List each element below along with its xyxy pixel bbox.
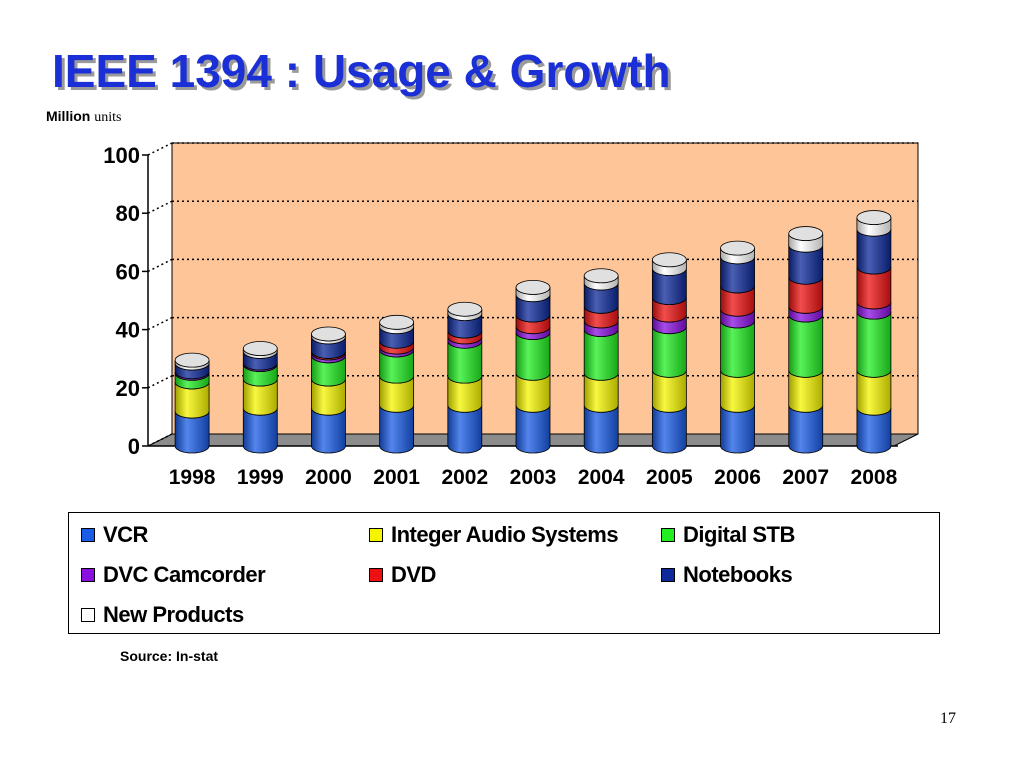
- bar-stack-2002: [447, 301, 483, 454]
- bar-stack-2005: [651, 252, 687, 454]
- x-tick-label: 2007: [782, 466, 829, 489]
- legend-label: New Products: [103, 602, 244, 627]
- bar-stack-2003: [515, 280, 551, 454]
- bar-stack-1998: [174, 352, 210, 454]
- y-unit-text: units: [94, 110, 122, 125]
- bar-stack-2007: [788, 226, 824, 454]
- legend-item-new-products: New Products: [81, 602, 244, 628]
- x-tick-label: 1998: [169, 466, 216, 489]
- legend-swatch: [661, 528, 675, 542]
- y-unit-bold: Million: [46, 108, 91, 124]
- legend-item-digital-stb: Digital STB: [661, 522, 795, 548]
- x-tick-label: 2008: [851, 466, 898, 489]
- legend-swatch: [81, 528, 95, 542]
- bar-top-cap: [651, 252, 687, 268]
- gridline-side: [147, 375, 173, 389]
- x-tick-label: 1999: [237, 466, 284, 489]
- bar-top-cap: [788, 226, 824, 241]
- bar-top-cap: [447, 301, 483, 317]
- bar-top-cap: [242, 341, 278, 356]
- gridline-side: [147, 316, 173, 331]
- gridline-side: [147, 200, 173, 214]
- bar-stack-2000: [311, 326, 346, 454]
- legend-label: DVD: [391, 562, 436, 587]
- legend-swatch: [661, 568, 675, 582]
- x-tick-label: 2003: [510, 466, 557, 489]
- bar-segment-digital-stb: [651, 326, 687, 378]
- bar-top-cap: [583, 268, 619, 284]
- bar-top-cap: [515, 280, 551, 295]
- legend-label: Integer Audio Systems: [391, 522, 619, 547]
- x-tick-label: 2006: [714, 466, 761, 489]
- source-note: Source: In-stat: [120, 648, 219, 664]
- legend-label: DVC Camcorder: [103, 562, 266, 587]
- bar-top-cap: [856, 210, 892, 225]
- y-tick-label: 20: [116, 376, 140, 401]
- bar-stack-2008: [856, 210, 892, 454]
- bar-segment-digital-stb: [720, 320, 755, 378]
- stacked-bar-chart: 0 20 40 60 80 100 1998 1999 2000 2001 2002 2003 2004…: [103, 142, 919, 489]
- bar-stack-2006: [720, 240, 755, 454]
- x-tick-label: 2001: [373, 466, 420, 489]
- bar-stack-2004: [583, 268, 619, 454]
- bar-top-cap: [379, 314, 415, 330]
- bar-top-cap: [174, 352, 210, 368]
- legend-item-integer-audio-systems: Integer Audio Systems: [369, 522, 619, 548]
- y-tick-label: 0: [128, 434, 140, 459]
- gridline-side: [147, 142, 173, 156]
- legend-item-dvc-camcorder: DVC Camcorder: [81, 562, 266, 588]
- legend-item-vcr: VCR: [81, 522, 148, 548]
- legend-swatch: [81, 608, 95, 622]
- y-tick-label: 100: [103, 143, 140, 168]
- x-tick-label: 2004: [578, 466, 625, 489]
- legend-label: VCR: [103, 522, 148, 547]
- bar-segment-digital-stb: [856, 312, 892, 378]
- legend-swatch: [369, 568, 383, 582]
- legend-label: Notebooks: [683, 562, 793, 587]
- bar-stack-2001: [379, 314, 415, 454]
- x-tick-label: 2005: [646, 466, 693, 489]
- slide-title: IEEE 1394 : Usage & Growth: [52, 45, 671, 97]
- y-tick-label: 80: [116, 201, 140, 226]
- bar-top-cap: [720, 240, 755, 256]
- x-tick-label: 2002: [441, 466, 488, 489]
- x-tick-label: 2000: [305, 466, 352, 489]
- gridline-side: [147, 258, 173, 273]
- y-tick-label: 40: [116, 318, 140, 343]
- bar-segment-digital-stb: [788, 314, 824, 378]
- legend-label: Digital STB: [683, 522, 795, 547]
- legend-swatch: [81, 568, 95, 582]
- y-unit-label: Million units: [46, 108, 121, 126]
- legend-item-notebooks: Notebooks: [661, 562, 793, 588]
- bar-top-cap: [311, 326, 346, 342]
- bar-stack-1999: [242, 341, 278, 454]
- y-tick-label: 60: [116, 259, 140, 284]
- page-number: 17: [940, 710, 956, 727]
- bar-segment-digital-stb: [583, 329, 619, 381]
- legend-item-dvd: DVD: [369, 562, 436, 588]
- legend-swatch: [369, 528, 383, 542]
- chart-legend: VCR Integer Audio Systems Digital STB DVC C…: [68, 512, 940, 634]
